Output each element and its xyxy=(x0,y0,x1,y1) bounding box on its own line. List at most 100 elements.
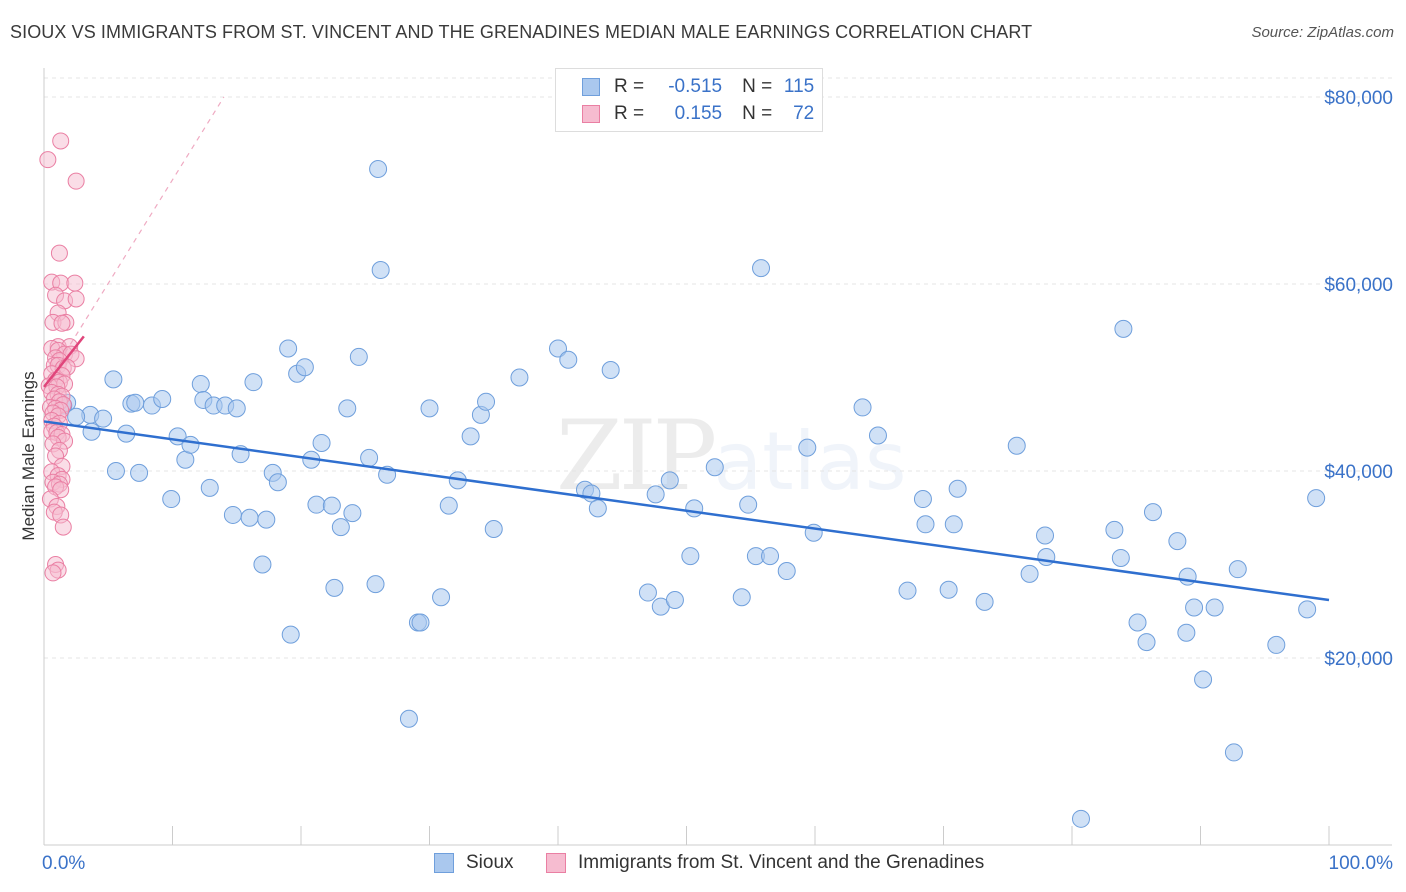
sioux-point xyxy=(1205,598,1224,617)
immigrants-point xyxy=(67,172,85,190)
y-tick-label: $60,000 xyxy=(1324,275,1393,296)
sioux-point xyxy=(366,575,385,594)
sioux-point xyxy=(1224,743,1243,762)
sioux-point xyxy=(295,358,314,377)
sioux-point xyxy=(752,259,771,278)
sioux-point xyxy=(948,479,967,498)
legend-r-label: R = xyxy=(614,76,645,97)
sioux-point xyxy=(181,435,200,454)
sioux-point xyxy=(1178,567,1197,586)
sioux-point xyxy=(244,373,263,392)
legend-r-value: 0.155 xyxy=(674,103,723,124)
sioux-point xyxy=(665,591,684,610)
sioux-point xyxy=(739,495,758,514)
sioux-point xyxy=(1137,633,1156,652)
y-tick-label: $20,000 xyxy=(1324,649,1393,670)
sioux-point xyxy=(67,407,86,426)
legend-swatch-immigrants xyxy=(582,105,600,123)
sioux-point xyxy=(601,361,620,380)
sioux-point xyxy=(223,505,242,524)
sioux-point xyxy=(777,562,796,581)
sioux-point xyxy=(82,422,101,441)
sioux-point xyxy=(685,499,704,518)
sioux-point xyxy=(369,159,388,178)
sioux-point xyxy=(705,458,724,477)
sioux-point xyxy=(360,448,379,467)
sioux-point xyxy=(916,515,935,534)
immigrants-point xyxy=(50,244,68,262)
sioux-point xyxy=(1168,532,1187,551)
sioux-point xyxy=(312,433,331,452)
sioux-point xyxy=(191,375,210,394)
legend-n-label: N = xyxy=(742,103,773,124)
sioux-point xyxy=(162,490,181,509)
sioux-point xyxy=(94,409,113,428)
immigrants-point xyxy=(44,564,62,582)
sioux-point xyxy=(331,518,350,537)
sioux-point xyxy=(868,426,887,445)
sioux-point xyxy=(439,496,458,515)
sioux-point xyxy=(638,583,657,602)
sioux-point xyxy=(1177,623,1196,642)
sioux-point xyxy=(227,399,246,418)
sioux-point xyxy=(371,260,390,279)
sioux-point xyxy=(559,350,578,369)
sioux-point xyxy=(1105,520,1124,539)
sioux-point xyxy=(761,547,780,566)
legend-n-value: 72 xyxy=(793,103,815,124)
axes xyxy=(43,68,1392,846)
sioux-point xyxy=(253,555,272,574)
legend-n-value: 115 xyxy=(783,76,815,97)
sioux-point xyxy=(1020,564,1039,583)
sioux-point xyxy=(176,450,195,469)
y-tick-label: $80,000 xyxy=(1324,88,1393,109)
legend-swatch-sioux xyxy=(582,78,600,96)
immigrants-point xyxy=(66,274,84,292)
y-axis-title: Median Male Earnings xyxy=(19,371,38,540)
correlation-legend: R = -0.515 N = 115 R = 0.155 N = 72 xyxy=(555,68,823,132)
sioux-point xyxy=(975,592,994,611)
sioux-point xyxy=(1307,489,1326,508)
sioux-point xyxy=(1007,436,1026,455)
sioux-point xyxy=(1298,600,1317,619)
sioux-point xyxy=(307,495,326,514)
sioux-point xyxy=(913,490,932,509)
sioux-point xyxy=(322,496,341,515)
x-tick-label-min: 0.0% xyxy=(42,853,85,874)
sioux-point xyxy=(798,438,817,457)
bottom-legend-swatch-sioux xyxy=(434,853,454,873)
sioux-point xyxy=(1194,670,1213,689)
sioux-point xyxy=(549,339,567,358)
legend-row-immigrants: R = 0.155 N = 72 xyxy=(582,101,814,127)
bottom-legend-label-immigrants: Immigrants from St. Vincent and the Gren… xyxy=(578,852,985,873)
immigrants-trend-extension xyxy=(43,96,225,388)
sioux-point xyxy=(1185,598,1204,617)
sioux-point xyxy=(343,504,362,523)
sioux-point xyxy=(660,471,679,490)
sioux-point xyxy=(200,478,219,497)
sioux-trend-line xyxy=(43,420,1330,602)
bottom-legend-sioux: Sioux xyxy=(434,852,514,874)
sioux-point xyxy=(399,709,418,728)
sioux-point xyxy=(240,508,259,527)
trend-lines xyxy=(43,96,1330,602)
sioux-point xyxy=(1071,809,1090,828)
sioux-point xyxy=(126,393,145,412)
sioux-point xyxy=(461,427,480,446)
legend-n-label: N = xyxy=(742,76,773,97)
sioux-point xyxy=(281,625,300,644)
legend-r-value: -0.515 xyxy=(668,76,723,97)
immigrants-point xyxy=(53,314,71,332)
sioux-point xyxy=(510,368,529,387)
sioux-point xyxy=(1228,560,1247,579)
bottom-legend-swatch-immigrants xyxy=(546,853,566,873)
sioux-point xyxy=(411,613,430,632)
source-credit: Source: ZipAtlas.com xyxy=(1251,24,1394,41)
sioux-point xyxy=(349,347,368,366)
sioux-point xyxy=(279,339,298,358)
sioux-point xyxy=(1114,319,1133,338)
legend-row-sioux: R = -0.515 N = 115 xyxy=(582,74,814,100)
y-tick-label: $40,000 xyxy=(1324,462,1393,483)
legend-r-label: R = xyxy=(614,103,645,124)
sioux-point xyxy=(939,580,958,599)
